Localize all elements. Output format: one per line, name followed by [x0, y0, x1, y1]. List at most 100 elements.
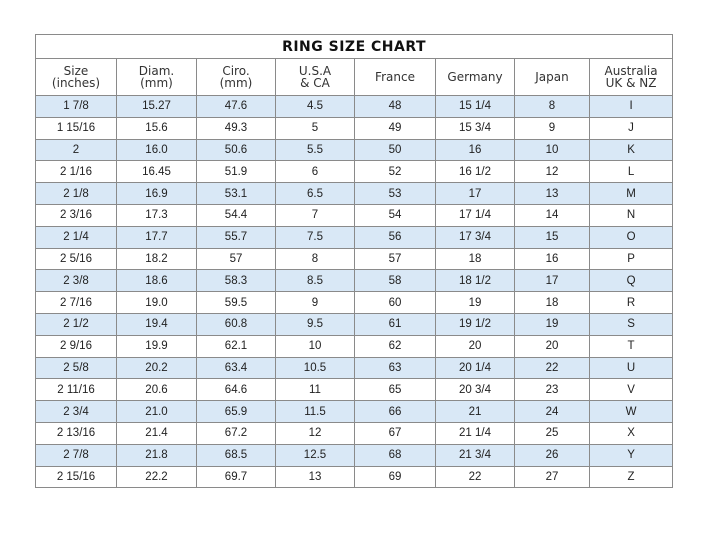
column-header-line: (mm) [219, 76, 253, 90]
table-cell: 65.9 [196, 400, 276, 423]
table-row: 2 11/16 20.6 64.6 11 65 20 3/4 23 V [35, 378, 674, 402]
table-cell: 9 [275, 291, 355, 314]
table-cell: 2 1/8 [35, 182, 117, 205]
table-cell: O [588, 225, 674, 249]
table-cell: 62.1 [196, 334, 276, 358]
table-cell: 19.9 [116, 334, 197, 358]
header-row: Size (inches) Diam. (mm) Ciro. (mm) U.S.A & CA F… [35, 58, 674, 96]
table-cell: 50.6 [196, 138, 276, 162]
table-cell: 67.2 [196, 421, 276, 445]
table-cell: 2 13/16 [35, 421, 117, 445]
table-cell: 52 [354, 160, 436, 184]
table-cell: 18.2 [116, 247, 197, 271]
table-cell: 20 [435, 334, 515, 358]
column-header-line: Size [63, 64, 89, 78]
table-cell: 47.6 [196, 95, 276, 118]
table-cell: 22 [435, 465, 515, 489]
table-cell: 60 [354, 291, 436, 314]
table-cell: 8 [514, 95, 590, 118]
column-header-line: UK & NZ [605, 76, 657, 90]
table-cell: 60.8 [196, 312, 276, 336]
table-cell: 15 3/4 [435, 116, 515, 140]
table-cell: M [588, 182, 674, 205]
table-cell: 2 7/16 [35, 291, 117, 314]
table-cell: 68.5 [196, 443, 276, 467]
table-cell: 19 [435, 291, 515, 314]
table-cell: 15 1/4 [435, 95, 515, 118]
table-cell: 69.7 [196, 465, 276, 489]
table-cell: 9 [514, 116, 590, 140]
table-row: 2 15/16 22.2 69.7 13 69 22 27 Z [35, 465, 674, 489]
table-cell: 16.45 [116, 160, 197, 184]
table-cell: 2 3/8 [35, 269, 117, 293]
table-cell: 25 [514, 421, 590, 445]
table-cell: 2 9/16 [35, 334, 117, 358]
table-cell: 5.5 [275, 138, 355, 162]
table-cell: 21.8 [116, 443, 197, 467]
column-header: France [354, 58, 436, 96]
table-cell: 24 [514, 400, 590, 423]
table-cell: 15.27 [116, 95, 197, 118]
table-cell: 19 1/2 [435, 312, 515, 336]
table-cell: 10 [514, 138, 590, 162]
table-cell: 51.9 [196, 160, 276, 184]
table-cell: 9.5 [275, 312, 355, 336]
column-header: Japan [514, 58, 590, 96]
table-cell: 11.5 [275, 400, 355, 423]
table-cell: 20 1/4 [435, 356, 515, 380]
table-cell: 67 [354, 421, 436, 445]
table-cell: 17 [435, 182, 515, 205]
table-cell: 22.2 [116, 465, 197, 489]
table-cell: 61 [354, 312, 436, 336]
table-cell: 16 [435, 138, 515, 162]
table-cell: 2 7/8 [35, 443, 117, 467]
chart-title: RING SIZE CHART [34, 34, 674, 59]
table-cell: X [588, 421, 674, 445]
table-cell: J [588, 116, 674, 140]
table-cell: 2 1/2 [35, 312, 117, 336]
table-cell: S [588, 312, 674, 336]
table-cell: 18 [435, 247, 515, 271]
table-cell: 57 [196, 247, 276, 271]
table-cell: 15 [514, 225, 590, 249]
table-cell: 2 11/16 [35, 378, 117, 402]
table-cell: 49 [354, 116, 436, 140]
table-row: 2 1/16 16.45 51.9 6 52 16 1/2 12 L [35, 160, 674, 184]
table-cell: 2 1/16 [35, 160, 117, 184]
table-cell: 49.3 [196, 116, 276, 140]
table-cell: 12 [514, 160, 590, 184]
column-header: Australia UK & NZ [588, 58, 674, 96]
table-row: 2 1/2 19.4 60.8 9.5 61 19 1/2 19 S [35, 312, 674, 336]
column-header: Diam. (mm) [116, 58, 197, 96]
table-cell: 2 5/16 [35, 247, 117, 271]
table-row: 2 3/4 21.0 65.9 11.5 66 21 24 W [35, 400, 674, 423]
column-header-line: Germany [447, 70, 503, 84]
table-cell: 5 [275, 116, 355, 140]
table-cell: 19.0 [116, 291, 197, 314]
table-cell: 10 [275, 334, 355, 358]
table-row: 2 3/8 18.6 58.3 8.5 58 18 1/2 17 Q [35, 269, 674, 293]
table-row: 2 7/16 19.0 59.5 9 60 19 18 R [35, 291, 674, 314]
table-cell: 14 [514, 203, 590, 227]
column-header-line: & CA [300, 76, 330, 90]
table-cell: 18 1/2 [435, 269, 515, 293]
table-cell: 6 [275, 160, 355, 184]
table-cell: 2 5/8 [35, 356, 117, 380]
table-cell: 69 [354, 465, 436, 489]
table-cell: 16.9 [116, 182, 197, 205]
table-row: 2 1/8 16.9 53.1 6.5 53 17 13 M [35, 182, 674, 205]
table-row: 2 9/16 19.9 62.1 10 62 20 20 T [35, 334, 674, 358]
table-cell: 16.0 [116, 138, 197, 162]
table-row: 2 7/8 21.8 68.5 12.5 68 21 3/4 26 Y [35, 443, 674, 467]
column-header: Size (inches) [35, 58, 117, 96]
table-cell: 12 [275, 421, 355, 445]
table-cell: 55.7 [196, 225, 276, 249]
table-cell: 2 1/4 [35, 225, 117, 249]
table-cell: 68 [354, 443, 436, 467]
column-header: Germany [435, 58, 515, 96]
table-cell: 54.4 [196, 203, 276, 227]
table-cell: 4.5 [275, 95, 355, 118]
table-cell: 63.4 [196, 356, 276, 380]
table-cell: 17 1/4 [435, 203, 515, 227]
table-cell: 8 [275, 247, 355, 271]
